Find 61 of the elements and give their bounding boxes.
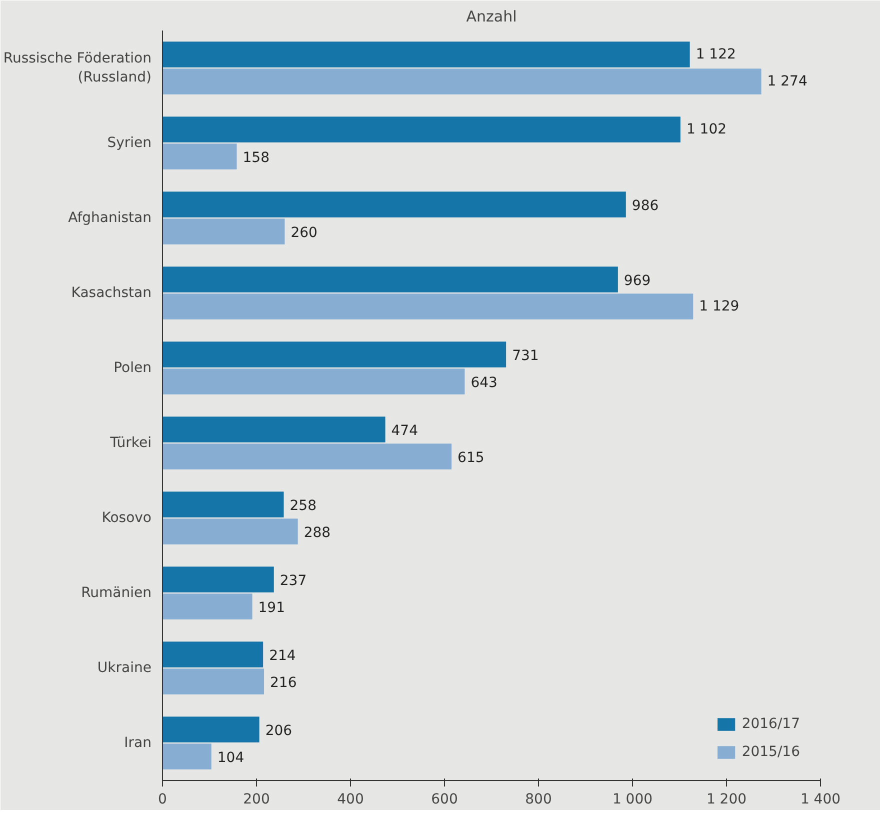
data-label: 104 — [217, 750, 244, 766]
x-tick-label: 1 200 — [706, 792, 747, 808]
bar — [162, 416, 386, 442]
bar — [162, 566, 274, 592]
data-label: 258 — [290, 498, 316, 514]
data-label: 206 — [265, 723, 292, 739]
data-label: 260 — [290, 225, 318, 241]
data-label: 1 274 — [767, 74, 808, 90]
x-tick-label: 1 000 — [612, 792, 653, 808]
y-tick-label: Kosovo — [102, 510, 152, 526]
legend-label: 2015/16 — [742, 744, 800, 760]
data-label: 615 — [458, 450, 484, 466]
x-tick-label: 0 — [158, 792, 167, 808]
chart-title: Anzahl — [466, 8, 517, 26]
bar — [162, 642, 264, 668]
legend-label: 2016/17 — [742, 716, 800, 732]
y-tick-label: Rumänien — [81, 585, 152, 601]
data-label: 158 — [242, 150, 270, 166]
data-label: 1 122 — [696, 46, 736, 62]
data-label: 191 — [258, 600, 286, 616]
y-tick-label: Iran — [124, 735, 152, 751]
data-label: 214 — [269, 648, 296, 664]
bar — [162, 594, 252, 620]
y-tick-label: Russische Föderation (Russland) — [3, 50, 152, 86]
data-label: 288 — [304, 525, 331, 541]
bar — [162, 218, 285, 244]
data-label: 731 — [512, 348, 539, 364]
x-tick-label: 1 400 — [800, 792, 841, 808]
data-label: 643 — [470, 375, 498, 391]
y-tick-label: Afghanistan — [68, 210, 152, 226]
bar — [162, 518, 298, 544]
data-label: 1 129 — [699, 298, 740, 314]
y-tick-label: Ukraine — [97, 660, 152, 676]
y-tick-label: Polen — [114, 360, 152, 376]
x-tick-label: 800 — [525, 792, 552, 808]
x-tick-label: 400 — [337, 792, 364, 808]
bar — [162, 716, 260, 742]
bar — [162, 116, 680, 142]
bar — [162, 444, 452, 470]
bar — [162, 266, 618, 292]
bar — [162, 342, 506, 368]
bar — [162, 68, 762, 94]
data-label: 216 — [270, 675, 297, 691]
y-tick-label: Türkei — [109, 435, 152, 451]
data-label: 986 — [632, 198, 659, 214]
bar — [162, 144, 237, 170]
data-label: 1 102 — [686, 122, 727, 138]
bar — [162, 192, 626, 218]
bar — [162, 368, 465, 394]
bar — [162, 744, 212, 770]
bar — [162, 42, 690, 68]
y-tick-label: Kasachstan — [71, 285, 152, 301]
bar — [162, 668, 264, 694]
x-tick-label: 600 — [431, 792, 458, 808]
data-label: 474 — [391, 423, 418, 439]
bar — [162, 492, 284, 518]
data-label: 969 — [624, 273, 651, 289]
y-tick-label: Syrien — [107, 135, 152, 151]
bar — [162, 294, 694, 320]
x-tick-label: 200 — [243, 792, 270, 808]
data-label: 237 — [280, 573, 307, 589]
